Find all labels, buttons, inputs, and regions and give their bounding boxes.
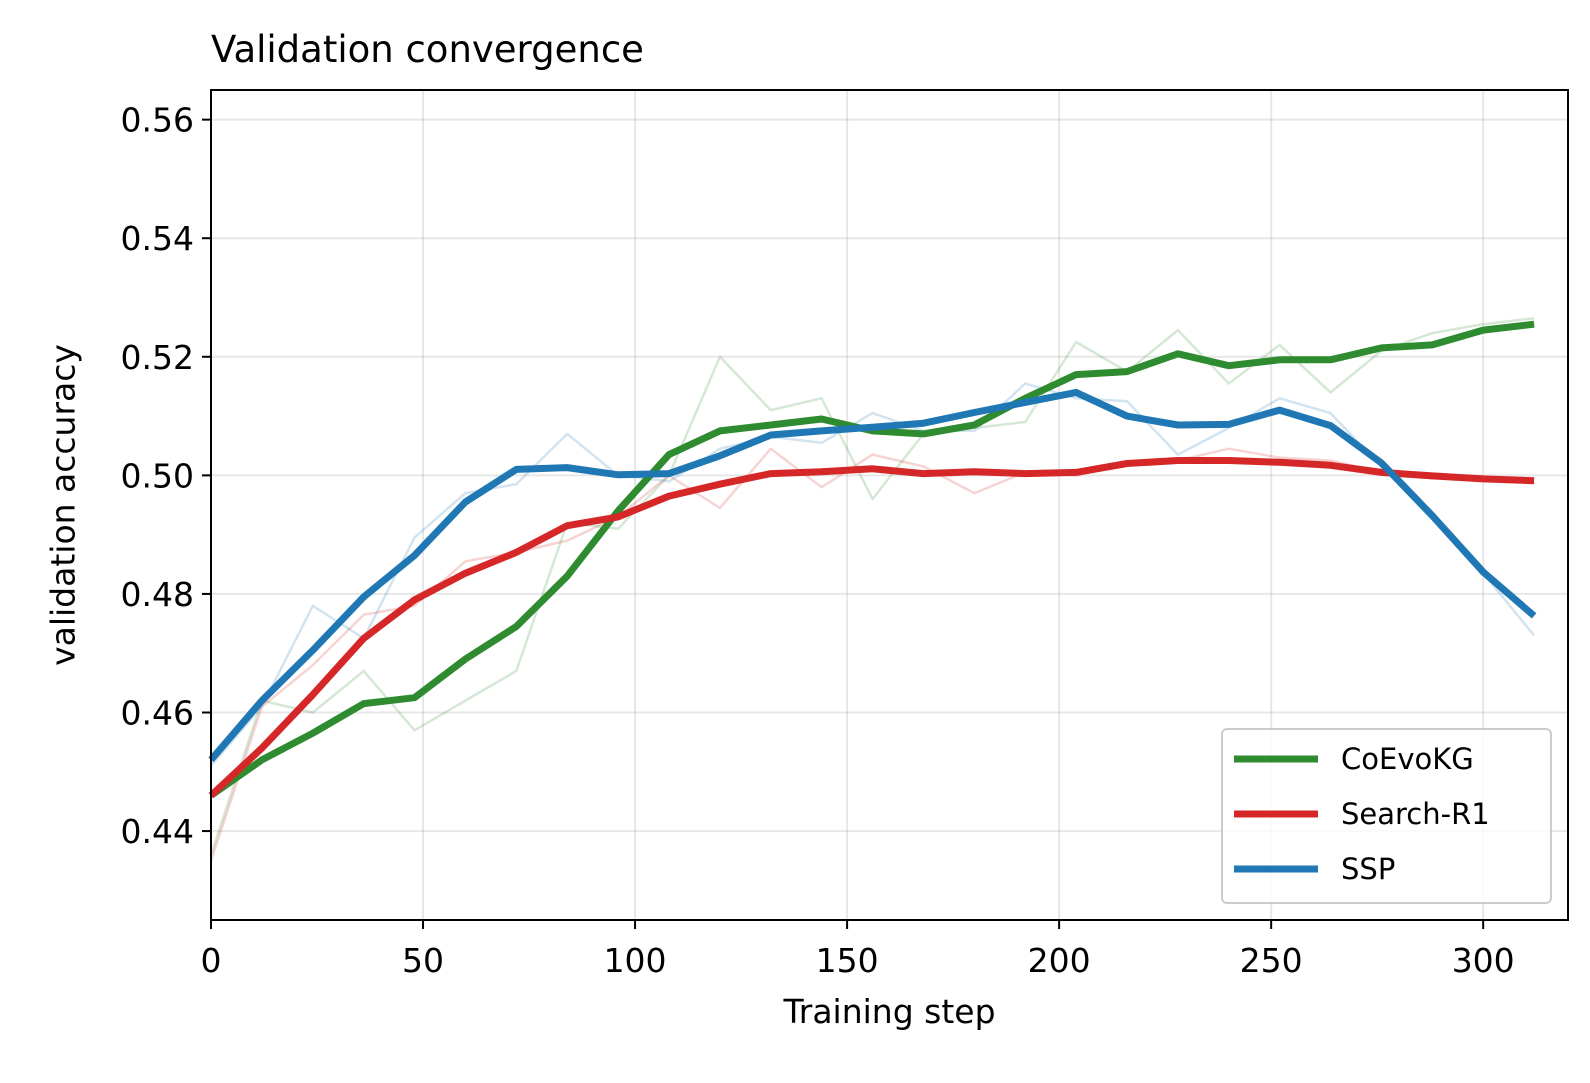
y-tick-label-2: 0.48 — [121, 575, 194, 614]
chart-title: Validation convergence — [211, 28, 644, 71]
y-tick-label-4: 0.52 — [121, 338, 194, 377]
plot-frame — [210, 89, 1569, 921]
x-tick-label-2: 100 — [604, 941, 667, 980]
x-tick-label-0: 0 — [201, 941, 222, 980]
y-tick-label-6: 0.56 — [121, 101, 194, 140]
x-tick-label-4: 200 — [1028, 941, 1091, 980]
smoothed-line-1 — [208, 457, 1535, 799]
y-axis-label: validation accuracy — [44, 344, 83, 666]
x-tick-label-3: 150 — [816, 941, 879, 980]
y-axis-ticks: 0.44 0.46 0.48 0.50 0.52 0.54 0.56 — [121, 101, 211, 851]
x-tick-label-6: 300 — [1452, 941, 1515, 980]
y-tick-label-5: 0.54 — [121, 219, 194, 258]
legend-box — [1221, 728, 1552, 904]
y-tick-label-1: 0.46 — [121, 694, 194, 733]
x-tick-label-1: 50 — [402, 941, 444, 980]
legend-label-2: SSP — [1341, 852, 1395, 886]
smoothed-line-2 — [208, 388, 1537, 763]
legend: CoEvoKG Search-R1 SSP — [1221, 728, 1552, 904]
smoothed-line-0 — [208, 320, 1535, 799]
y-tick-label-3: 0.50 — [121, 456, 194, 495]
x-axis-label: Training step — [782, 992, 995, 1031]
legend-label-0: CoEvoKG — [1341, 742, 1474, 776]
smoothed-series-lines — [208, 320, 1537, 799]
raw-line-0 — [209, 316, 1535, 856]
legend-label-1: Search-R1 — [1341, 797, 1490, 831]
x-axis-ticks: 0 50 100 150 200 250 300 — [201, 920, 1515, 980]
x-tick-label-5: 250 — [1240, 941, 1303, 980]
y-tick-label-0: 0.44 — [121, 812, 194, 851]
raw-line-2 — [210, 382, 1536, 767]
grid-lines — [210, 90, 1568, 920]
